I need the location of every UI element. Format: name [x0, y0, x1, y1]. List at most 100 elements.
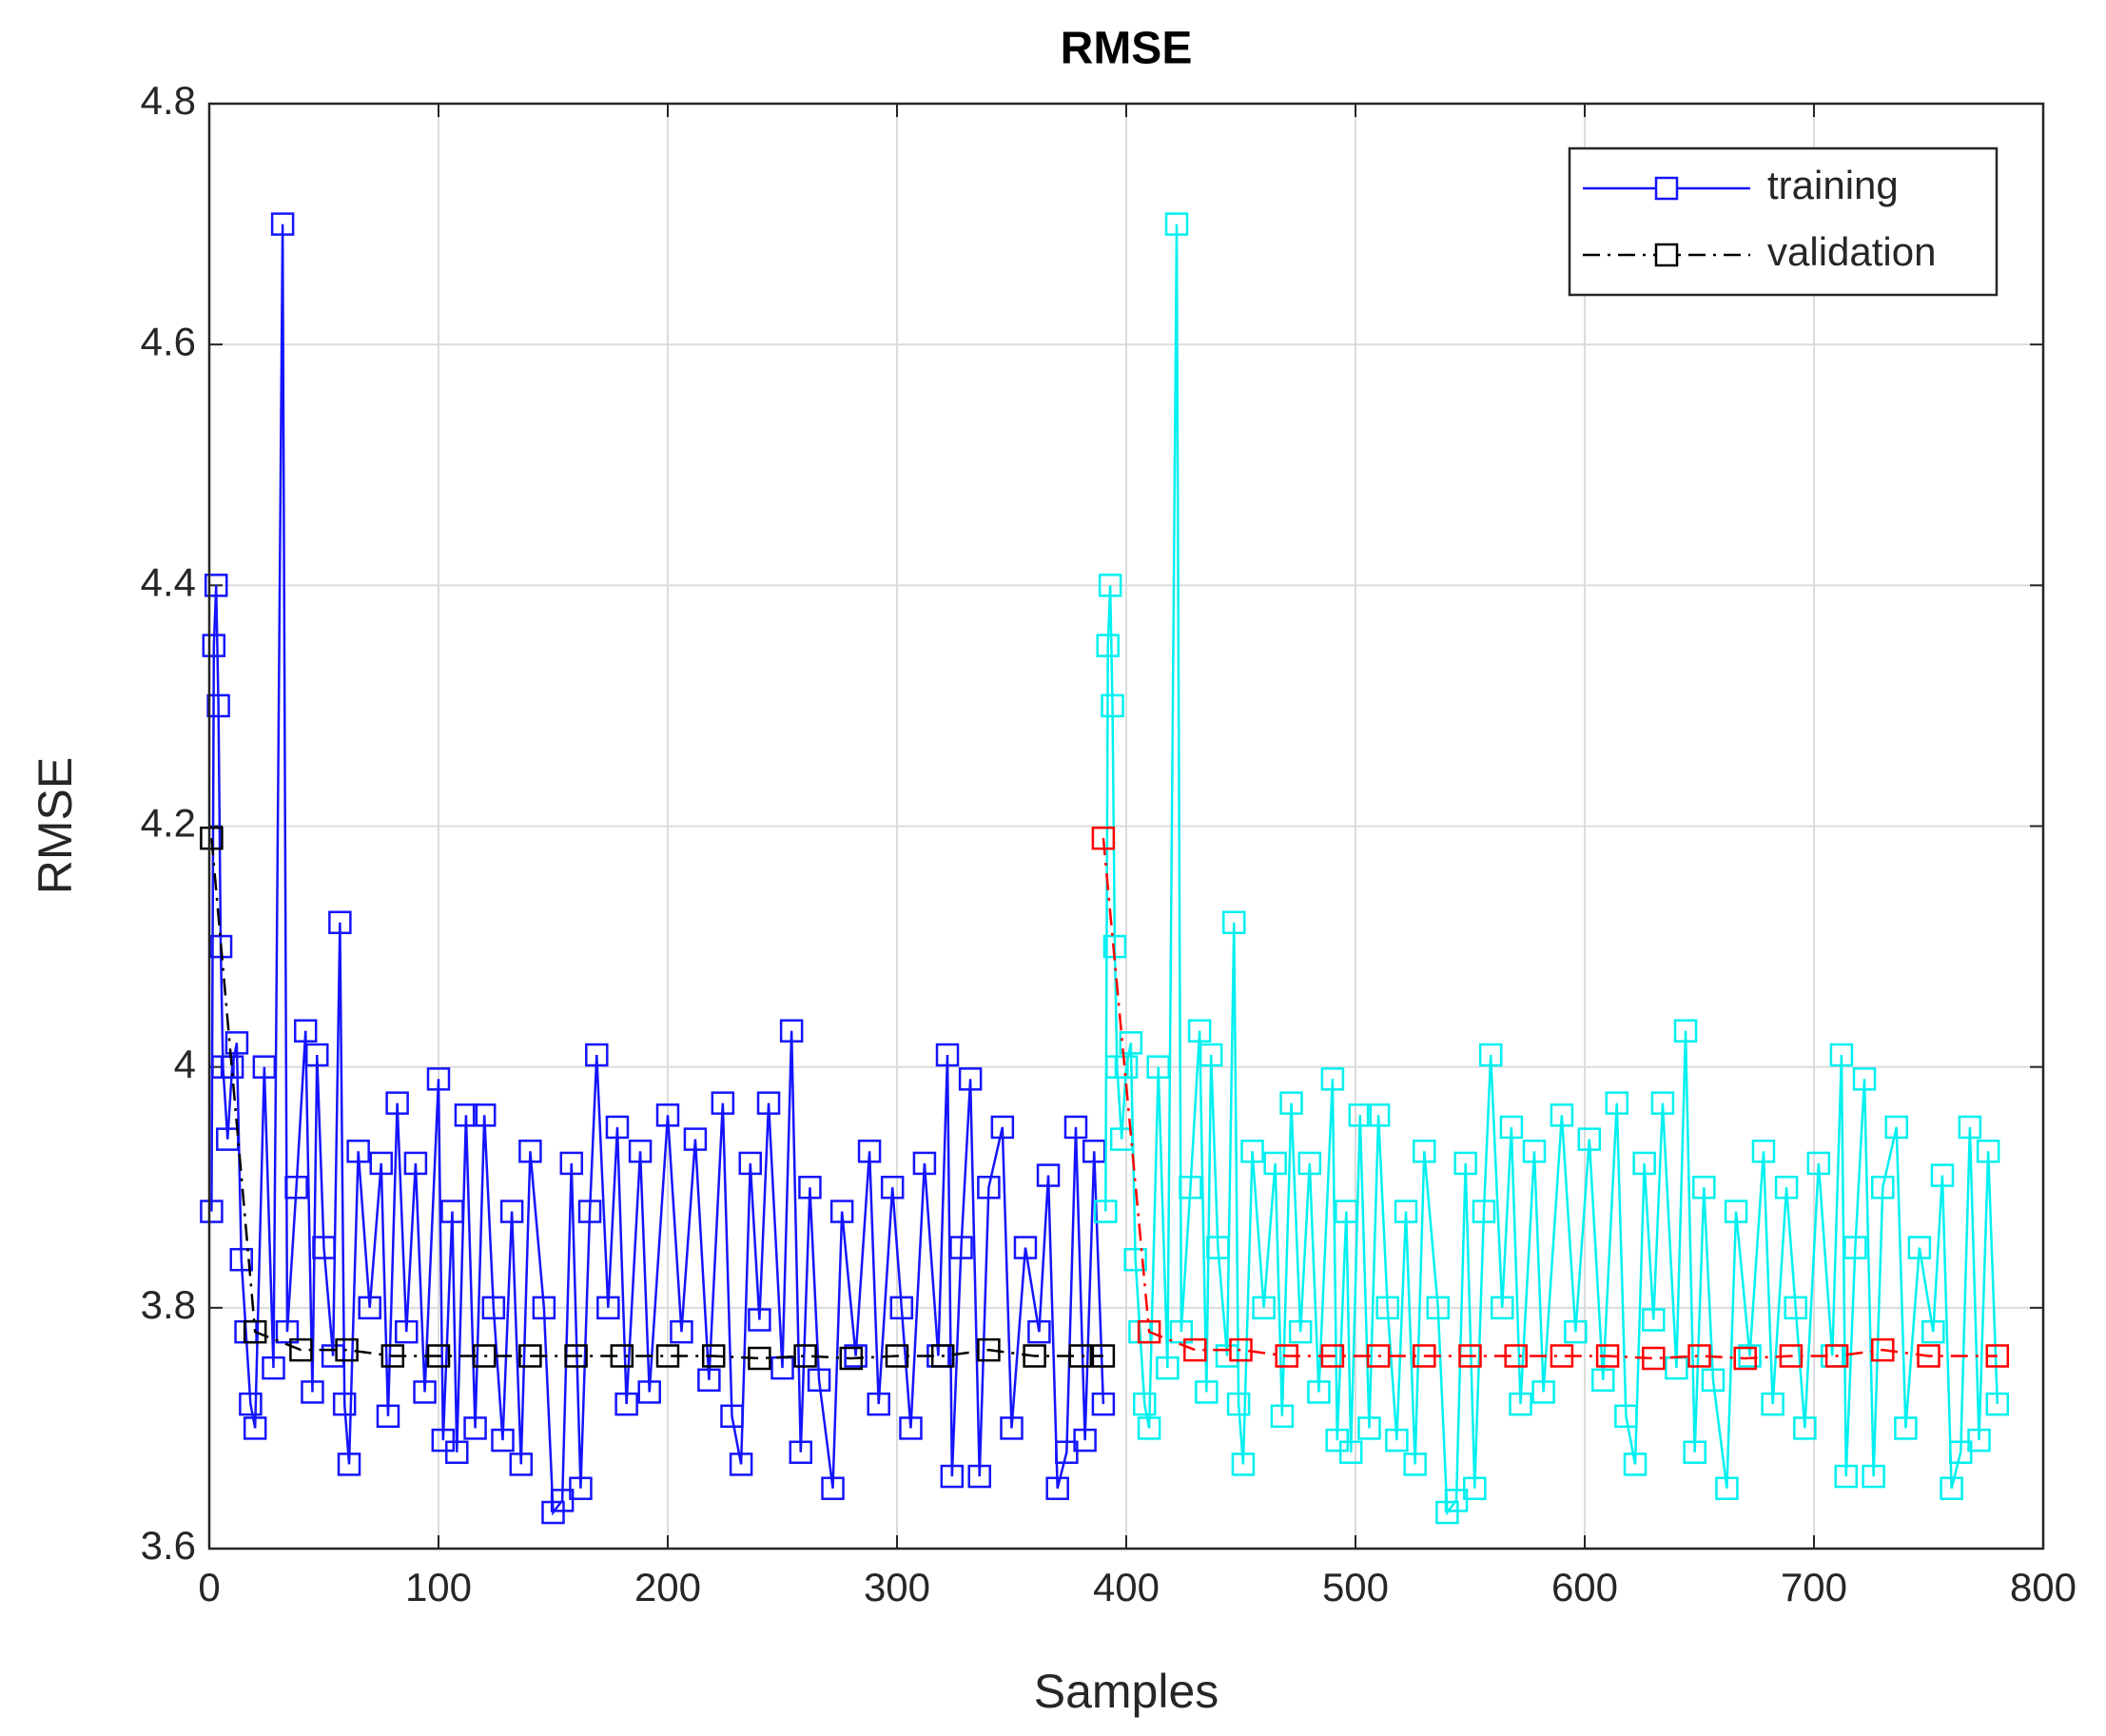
x-tick-label: 600 [1551, 1565, 1618, 1609]
marker [1834, 1464, 1858, 1489]
marker [1375, 1296, 1399, 1320]
marker [614, 1392, 638, 1416]
marker [243, 1319, 267, 1344]
marker [1632, 1151, 1656, 1176]
marker [403, 1151, 428, 1176]
marker [1335, 1200, 1358, 1223]
y-tick-label: 3.6 [141, 1523, 196, 1568]
x-tick-label: 800 [2010, 1565, 2077, 1609]
marker [1013, 1236, 1038, 1259]
marker [1751, 1140, 1776, 1163]
marker [224, 1031, 249, 1055]
marker [1614, 1404, 1638, 1429]
marker [328, 910, 352, 935]
chart-title: RMSE [1061, 24, 1193, 74]
marker [532, 1296, 556, 1320]
marker [1701, 1368, 1726, 1393]
series-line [210, 838, 1103, 1360]
marker [1948, 1440, 1973, 1464]
marker [1229, 1337, 1253, 1362]
marker [1137, 1416, 1161, 1440]
x-axis-label: Samples [1034, 1665, 1219, 1718]
series-line [210, 224, 1105, 1516]
marker [1642, 1346, 1666, 1371]
marker [1045, 1476, 1069, 1500]
marker [1738, 1344, 1762, 1368]
legend-label: validation [1767, 229, 1936, 274]
marker [1385, 1428, 1409, 1453]
marker [1967, 1428, 1991, 1453]
marker [1715, 1476, 1739, 1500]
marker [912, 1151, 937, 1176]
marker [454, 1103, 478, 1127]
marker [1871, 1337, 1895, 1362]
marker [1550, 1103, 1574, 1127]
marker [807, 1368, 831, 1393]
y-tick-label: 4.8 [141, 78, 196, 123]
marker [585, 1043, 609, 1067]
marker [284, 1176, 308, 1200]
marker [200, 826, 224, 850]
marker [1133, 1392, 1157, 1416]
marker [1623, 1453, 1648, 1476]
marker [1862, 1464, 1885, 1489]
x-tick-label: 300 [864, 1565, 930, 1609]
marker [798, 1176, 822, 1200]
marker [1687, 1344, 1711, 1368]
plot-frame [207, 102, 2045, 1551]
marker [1917, 1344, 1940, 1368]
marker [1073, 1428, 1097, 1453]
legend-marker [1654, 243, 1679, 267]
marker [867, 1392, 890, 1416]
marker [1985, 1392, 2010, 1416]
legend-marker [1654, 176, 1679, 201]
marker [940, 1464, 965, 1489]
marker [1123, 1247, 1147, 1272]
marker [376, 1404, 400, 1429]
marker [335, 1337, 359, 1362]
marker [1426, 1296, 1451, 1320]
marker [518, 1344, 542, 1368]
marker [857, 1140, 882, 1163]
marker [1146, 1055, 1170, 1079]
marker [1921, 1319, 1945, 1344]
marker [1325, 1428, 1349, 1453]
marker [1435, 1500, 1459, 1525]
marker [1094, 1200, 1118, 1223]
marker [426, 1344, 451, 1368]
x-tick-label: 0 [198, 1565, 220, 1609]
marker [1179, 1176, 1202, 1200]
marker [1642, 1308, 1666, 1332]
marker [385, 1091, 409, 1115]
marker [885, 1344, 909, 1368]
marker [1195, 1380, 1219, 1404]
marker [949, 1236, 973, 1259]
marker [977, 1176, 1001, 1200]
marker [206, 693, 230, 718]
marker [1169, 1319, 1194, 1344]
marker [1199, 1043, 1223, 1067]
marker [577, 1200, 602, 1223]
marker [332, 1392, 357, 1416]
marker [701, 1344, 726, 1368]
marker [829, 1200, 854, 1223]
marker [559, 1151, 584, 1176]
marker [564, 1344, 588, 1368]
marker [1504, 1344, 1528, 1368]
marker [518, 1140, 542, 1163]
y-tick-label: 4.2 [141, 801, 196, 846]
marker [748, 1346, 771, 1371]
legend-label: training [1767, 163, 1899, 207]
marker [1894, 1416, 1918, 1440]
marker [1000, 1416, 1024, 1440]
marker [1270, 1404, 1295, 1429]
x-tick-label: 100 [405, 1565, 472, 1609]
marker [1793, 1416, 1817, 1440]
marker [756, 1091, 781, 1115]
marker [262, 1356, 285, 1380]
marker [1226, 1392, 1251, 1416]
y-tick-label: 4.4 [141, 559, 196, 604]
marker [729, 1453, 753, 1476]
marker [204, 574, 228, 597]
